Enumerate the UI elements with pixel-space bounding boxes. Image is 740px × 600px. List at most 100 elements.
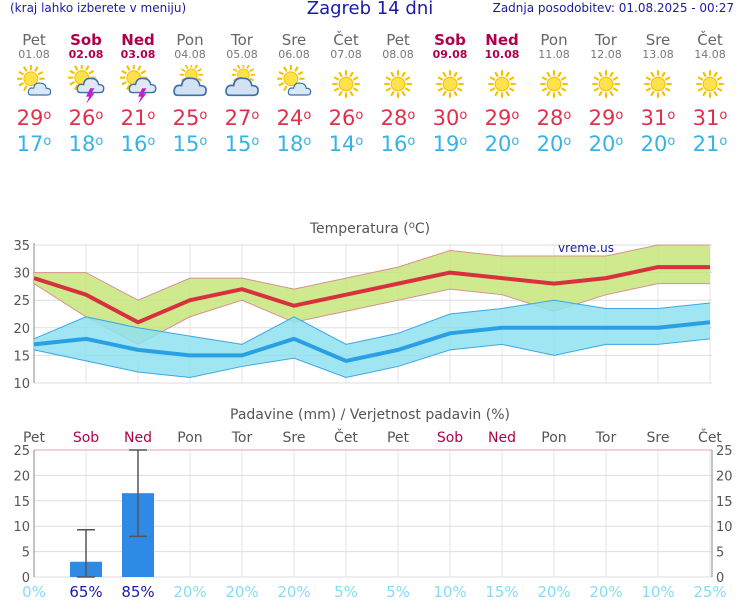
min-temp: 20o bbox=[640, 132, 676, 156]
x-tick-label: Sob bbox=[437, 430, 463, 446]
max-temp: 31o bbox=[692, 106, 728, 130]
day-date: 01.08 bbox=[18, 48, 50, 61]
min-temp: 19o bbox=[432, 132, 468, 156]
probability-label: 5% bbox=[386, 583, 410, 600]
sun-icon bbox=[372, 65, 424, 103]
day-column: Sre 13.08 31o 20o bbox=[632, 32, 684, 157]
day-name: Sob bbox=[70, 31, 102, 49]
sun-icon bbox=[320, 65, 372, 103]
min-temp: 16o bbox=[120, 132, 156, 156]
day-column: Ned 03.08 21o 16o bbox=[112, 32, 164, 157]
sun-icon bbox=[632, 65, 684, 103]
min-temp: 20o bbox=[484, 132, 520, 156]
min-temp: 20o bbox=[536, 132, 572, 156]
probability-label: 20% bbox=[589, 583, 622, 600]
sun-icon bbox=[684, 65, 736, 103]
day-date: 02.08 bbox=[68, 48, 104, 61]
thunderstorm-icon bbox=[112, 63, 164, 105]
y-tick-label: 10 bbox=[13, 520, 30, 535]
precipitation-chart: Padavine (mm) / Verjetnost padavin (%) Pe… bbox=[13, 407, 733, 600]
watermark: vreme.us bbox=[558, 241, 614, 255]
day-name: Ned bbox=[485, 31, 519, 49]
min-temp: 15o bbox=[172, 132, 208, 156]
sun-icon bbox=[424, 65, 476, 103]
band-lower bbox=[33, 338, 711, 378]
probability-label: 65% bbox=[69, 583, 102, 600]
day-column: Sre 06.08 24o 18o bbox=[268, 32, 320, 157]
menu-hint[interactable]: (kraj lahko izberete v meniju) bbox=[10, 1, 187, 15]
x-tick-label: Ned bbox=[488, 430, 516, 446]
y-tick-label: 15 bbox=[13, 349, 30, 364]
band-area bbox=[34, 300, 710, 378]
min-temp: 15o bbox=[224, 132, 260, 156]
chart-title: Temperatura (oC) bbox=[309, 220, 430, 237]
last-update: Zadnja posodobitev: 01.08.2025 - 00:27 bbox=[492, 1, 734, 15]
cloudy-sun-icon bbox=[216, 63, 268, 103]
day-date: 10.08 bbox=[484, 48, 520, 61]
day-column: Ned 10.08 29o 20o bbox=[476, 32, 528, 157]
day-name: Sre bbox=[645, 31, 671, 49]
y-tick-label-right: 15 bbox=[716, 495, 733, 510]
max-temp: 29o bbox=[484, 106, 520, 130]
day-date: 13.08 bbox=[642, 48, 674, 61]
sun-icon bbox=[476, 65, 528, 103]
max-temp: 28o bbox=[380, 106, 416, 130]
y-tick-label-right: 20 bbox=[716, 469, 733, 484]
y-tick-label: 25 bbox=[13, 444, 30, 459]
min-temp: 20o bbox=[588, 132, 624, 156]
x-tick-label: Tor bbox=[595, 430, 617, 446]
min-temp: 16o bbox=[380, 132, 416, 156]
y-tick-label: 35 bbox=[13, 239, 30, 254]
header: (kraj lahko izberete v meniju) Zagreb 14… bbox=[0, 0, 740, 22]
day-name: Pon bbox=[540, 31, 568, 49]
y-tick-label: 20 bbox=[13, 469, 30, 484]
band-upper bbox=[34, 244, 710, 301]
day-name: Čet bbox=[333, 31, 359, 49]
x-tick-label: Pon bbox=[177, 430, 202, 446]
day-column: Pon 11.08 28o 20o bbox=[528, 32, 580, 157]
probability-label: 20% bbox=[537, 583, 570, 600]
cloudy-sun-icon bbox=[164, 63, 216, 103]
day-column: Sob 02.08 26o 18o bbox=[60, 32, 112, 157]
day-name: Pon bbox=[176, 31, 204, 49]
min-temp: 18o bbox=[276, 132, 312, 156]
max-temp: 28o bbox=[536, 106, 572, 130]
y-tick-label-right: 0 bbox=[716, 571, 724, 586]
day-date: 11.08 bbox=[538, 48, 570, 61]
y-tick-label: 30 bbox=[13, 267, 30, 282]
day-name: Ned bbox=[121, 31, 155, 49]
day-date: 04.08 bbox=[174, 48, 206, 61]
day-name: Sob bbox=[434, 31, 466, 49]
day-column: Tor 05.08 27o 15o bbox=[216, 32, 268, 157]
day-date: 12.08 bbox=[590, 48, 622, 61]
min-temp: 17o bbox=[16, 132, 52, 156]
day-name: Pet bbox=[22, 31, 46, 49]
day-date: 05.08 bbox=[226, 48, 258, 61]
x-tick-label: Pet bbox=[387, 430, 410, 446]
min-temp: 18o bbox=[68, 132, 104, 156]
chart-title: Padavine (mm) / Verjetnost padavin (%) bbox=[230, 407, 510, 423]
sun-cloud-icon bbox=[268, 65, 320, 103]
probability-label: 25% bbox=[693, 583, 726, 600]
probability-label: 10% bbox=[641, 583, 674, 600]
day-date: 06.08 bbox=[278, 48, 310, 61]
y-tick-label: 10 bbox=[13, 377, 30, 392]
band-upper bbox=[33, 299, 711, 345]
day-date: 14.08 bbox=[694, 48, 726, 61]
max-temp: 21o bbox=[120, 106, 156, 130]
y-tick-label: 0 bbox=[22, 571, 30, 586]
x-tick-label: Sre bbox=[283, 430, 306, 446]
day-date: 09.08 bbox=[432, 48, 468, 61]
min-temp: 14o bbox=[328, 132, 364, 156]
probability-label: 20% bbox=[225, 583, 258, 600]
y-tick-label-right: 10 bbox=[716, 520, 733, 535]
x-tick-label: Čet bbox=[334, 428, 358, 446]
probability-label: 0% bbox=[22, 583, 46, 600]
day-column: Pet 01.08 29o 17o bbox=[8, 32, 60, 157]
day-date: 03.08 bbox=[120, 48, 156, 61]
probability-label: 85% bbox=[121, 583, 154, 600]
day-column: Čet 07.08 26o 14o bbox=[320, 32, 372, 157]
y-tick-label: 15 bbox=[13, 495, 30, 510]
max-temp: 27o bbox=[224, 106, 260, 130]
band-area bbox=[34, 245, 710, 345]
